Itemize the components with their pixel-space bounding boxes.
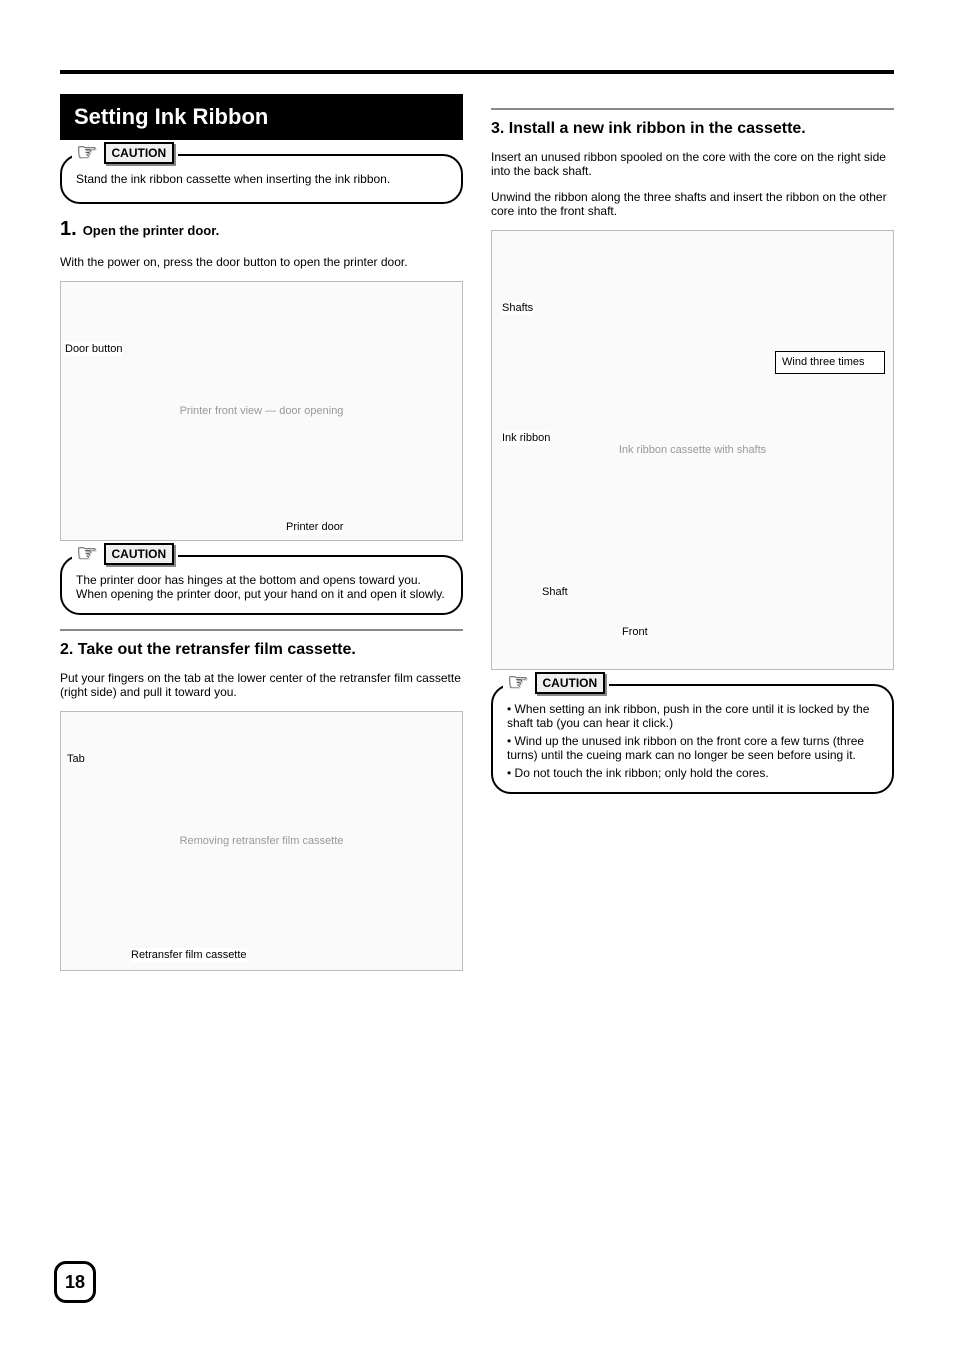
- step-1-num: 1.: [60, 218, 77, 241]
- hand-icon: ☞: [76, 143, 98, 162]
- subsection-rule: [60, 629, 463, 631]
- step-3-line-1: Insert an unused ribbon spooled on the c…: [491, 150, 894, 178]
- section-2-title: 2. Take out the retransfer film cassette…: [60, 641, 463, 659]
- figure-1: Printer front view — door opening Door b…: [60, 281, 463, 541]
- caution-2-line-2: When opening the printer door, put your …: [76, 587, 447, 601]
- figure-1-placeholder: Printer front view — door opening: [180, 405, 344, 417]
- figure-3: Ink ribbon cassette with shafts Shafts I…: [491, 230, 894, 670]
- page-top-rule: [60, 70, 894, 74]
- caution-pill: CAUTION: [104, 142, 175, 164]
- step-1-head: 1. Open the printer door.: [60, 218, 463, 241]
- callout-printer-door: Printer door: [286, 520, 343, 534]
- step-2-body: Put your fingers on the tab at the lower…: [60, 671, 463, 699]
- caution-2-line-1: The printer door has hinges at the botto…: [76, 573, 447, 587]
- figure-2: Removing retransfer film cassette Tab Re…: [60, 711, 463, 971]
- caution-1-text: Stand the ink ribbon cassette when inser…: [76, 172, 447, 186]
- caution-pill: CAUTION: [535, 672, 606, 694]
- subsection-rule-2: [491, 108, 894, 110]
- caution-3-line-3: • Do not touch the ink ribbon; only hold…: [507, 766, 878, 780]
- callout-retransfer-cassette: Retransfer film cassette: [131, 948, 247, 962]
- step-1-body: With the power on, press the door button…: [60, 255, 463, 269]
- callout-ink-ribbon: Ink ribbon: [502, 431, 550, 445]
- caution-box-1: ☞ CAUTION Stand the ink ribbon cassette …: [60, 154, 463, 204]
- step-3-line-2: Unwind the ribbon along the three shafts…: [491, 190, 894, 218]
- caution-3-line-2: • Wind up the unused ink ribbon on the f…: [507, 734, 878, 762]
- page-number: 18: [54, 1261, 96, 1303]
- callout-wind-three: Wind three times: [775, 351, 885, 374]
- hand-icon: ☞: [76, 544, 98, 563]
- section-banner: Setting Ink Ribbon: [60, 94, 463, 140]
- figure-2-placeholder: Removing retransfer film cassette: [180, 835, 344, 847]
- callout-shaft: Shaft: [542, 585, 568, 599]
- left-column: Setting Ink Ribbon ☞ CAUTION Stand the i…: [60, 94, 463, 985]
- right-column: 3. Install a new ink ribbon in the casse…: [491, 94, 894, 985]
- hand-icon: ☞: [507, 673, 529, 692]
- caution-3-line-1: • When setting an ink ribbon, push in th…: [507, 702, 878, 730]
- step-1-title: Open the printer door.: [83, 223, 220, 238]
- callout-shafts: Shafts: [502, 301, 533, 315]
- section-3-title: 3. Install a new ink ribbon in the casse…: [491, 120, 894, 138]
- callout-tab: Tab: [67, 752, 85, 766]
- caution-box-2: ☞ CAUTION The printer door has hinges at…: [60, 555, 463, 615]
- callout-front: Front: [622, 625, 648, 639]
- callout-door-button: Door button: [65, 342, 122, 356]
- caution-box-3: ☞ CAUTION • When setting an ink ribbon, …: [491, 684, 894, 794]
- figure-3-placeholder: Ink ribbon cassette with shafts: [619, 444, 766, 456]
- caution-pill: CAUTION: [104, 543, 175, 565]
